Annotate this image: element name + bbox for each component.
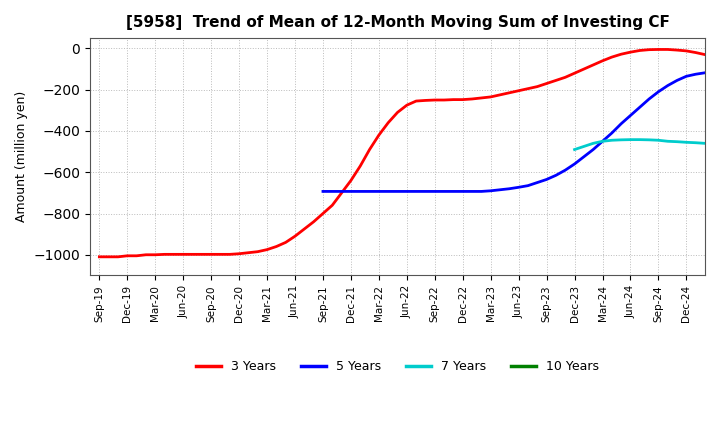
7 Years — [570, 147, 579, 152]
7 Years — [663, 139, 672, 144]
7 Years — [589, 141, 598, 146]
7 Years — [608, 138, 616, 143]
5 Years — [356, 189, 364, 194]
7 Years — [672, 139, 681, 144]
3 Years — [95, 254, 104, 260]
3 Years — [161, 252, 169, 257]
7 Years — [654, 138, 662, 143]
7 Years — [636, 137, 644, 142]
3 Years — [542, 81, 551, 86]
7 Years — [645, 137, 654, 143]
7 Years — [598, 139, 607, 144]
5 Years — [542, 177, 551, 182]
3 Years — [337, 190, 346, 195]
7 Years — [682, 139, 690, 145]
Title: [5958]  Trend of Mean of 12-Month Moving Sum of Investing CF: [5958] Trend of Mean of 12-Month Moving … — [125, 15, 670, 30]
Line: 7 Years: 7 Years — [575, 139, 720, 150]
3 Years — [561, 75, 570, 80]
5 Years — [319, 189, 328, 194]
Y-axis label: Amount (million yen): Amount (million yen) — [15, 91, 28, 222]
7 Years — [626, 137, 635, 142]
3 Years — [654, 47, 662, 52]
5 Years — [487, 188, 495, 194]
7 Years — [617, 137, 626, 143]
3 Years — [459, 97, 467, 102]
Line: 3 Years: 3 Years — [99, 49, 720, 257]
5 Years — [626, 113, 635, 118]
7 Years — [691, 140, 700, 145]
5 Years — [608, 130, 616, 136]
Line: 5 Years: 5 Years — [323, 72, 720, 191]
3 Years — [663, 47, 672, 52]
7 Years — [701, 141, 709, 146]
7 Years — [710, 141, 719, 147]
Legend: 3 Years, 5 Years, 7 Years, 10 Years: 3 Years, 5 Years, 7 Years, 10 Years — [191, 356, 604, 378]
7 Years — [580, 144, 588, 149]
